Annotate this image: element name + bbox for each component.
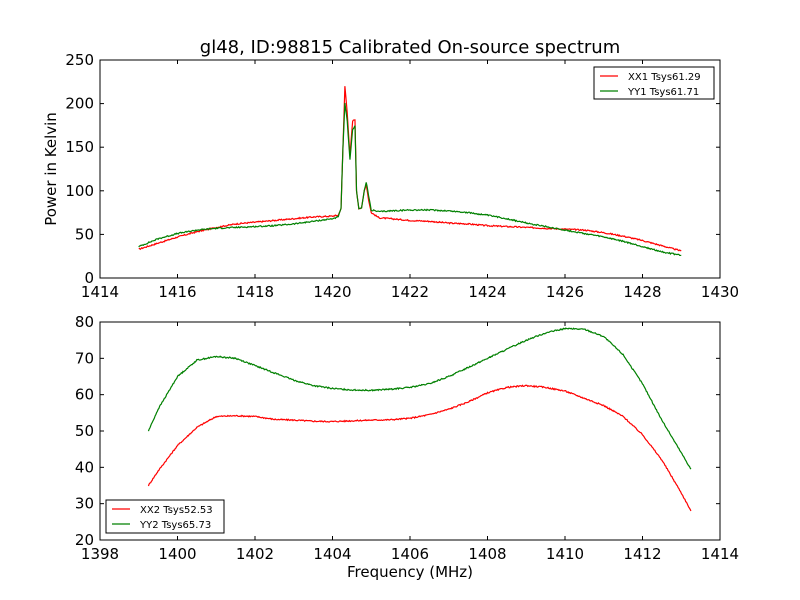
bottom-legend-entry: XX2 Tsys52.53 (140, 505, 213, 516)
bottom-legend: XX2 Tsys52.53 YY2 Tsys65.73 (105, 499, 225, 534)
top-x-tick-label: 1430 (701, 283, 739, 301)
top-x-tick-label: 1428 (623, 283, 661, 301)
bottom-y-tick-label: 60 (75, 386, 94, 404)
bottom-y-tick-label: 40 (75, 458, 94, 476)
chart-title: gl48, ID:98815 Calibrated On-source spec… (200, 37, 620, 58)
top-y-axis-label: Power in Kelvin (42, 112, 60, 226)
top-legend-entry: YY1 Tsys61.71 (627, 87, 699, 98)
bottom-x-tick-label: 1406 (391, 545, 429, 563)
bottom-y-tick-label: 20 (75, 531, 94, 549)
x-axis-label: Frequency (MHz) (347, 563, 473, 581)
top-x-tick-label: 1414 (81, 283, 119, 301)
bottom-x-tick-label: 1398 (81, 545, 119, 563)
top-series-line-2 (138, 102, 682, 257)
bottom-x-tick-label: 1412 (623, 545, 661, 563)
top-x-tick-label: 1424 (468, 283, 506, 301)
top-x-tick-label: 1416 (158, 283, 196, 301)
top-series-line-1 (138, 86, 682, 252)
bottom-series-lines (147, 327, 692, 512)
top-x-tick-label: 1426 (546, 283, 584, 301)
bottom-x-tick-label: 1402 (236, 545, 274, 563)
bottom-y-tick-label: 30 (75, 495, 94, 513)
bottom-x-tick-label: 1408 (468, 545, 506, 563)
top-y-tick-label: 250 (65, 51, 94, 69)
top-y-tick-label: 50 (75, 225, 94, 243)
bottom-ticks: 1398 1400 1402 1404 1406 1408 1410 1412 1414 20 30… (75, 313, 739, 563)
bottom-y-tick-label: 70 (75, 349, 94, 367)
top-y-tick-label: 150 (65, 138, 94, 156)
top-ticks: 1414 1416 1418 1420 1422 1424 1426 1428 1430 0 50 1… (65, 51, 739, 301)
bottom-x-tick-label: 1410 (546, 545, 584, 563)
top-panel: 1414 1416 1418 1420 1422 1424 1426 1428 1430 0 50 1… (42, 51, 739, 301)
top-legend: XX1 Tsys61.29 YY1 Tsys61.71 (593, 66, 715, 100)
bottom-legend-box (105, 499, 225, 534)
top-y-tick-label: 0 (84, 269, 94, 287)
bottom-series-line-2 (147, 327, 692, 470)
top-x-tick-label: 1418 (236, 283, 274, 301)
bottom-x-tick-label: 1400 (158, 545, 196, 563)
bottom-series-line-1 (147, 384, 692, 512)
bottom-panel: 1398 1400 1402 1404 1406 1408 1410 1412 1414 20 30… (75, 313, 739, 563)
top-legend-box (593, 66, 715, 100)
top-x-tick-label: 1422 (391, 283, 429, 301)
bottom-x-tick-label: 1404 (313, 545, 351, 563)
bottom-legend-entry: YY2 Tsys65.73 (139, 520, 211, 531)
top-series-lines (138, 86, 682, 257)
bottom-y-tick-label: 80 (75, 313, 94, 331)
top-y-tick-label: 200 (65, 95, 94, 113)
top-x-tick-label: 1420 (313, 283, 351, 301)
bottom-y-tick-label: 50 (75, 422, 94, 440)
top-y-tick-label: 100 (65, 182, 94, 200)
bottom-x-tick-label: 1414 (701, 545, 739, 563)
top-legend-entry: XX1 Tsys61.29 (628, 72, 701, 83)
